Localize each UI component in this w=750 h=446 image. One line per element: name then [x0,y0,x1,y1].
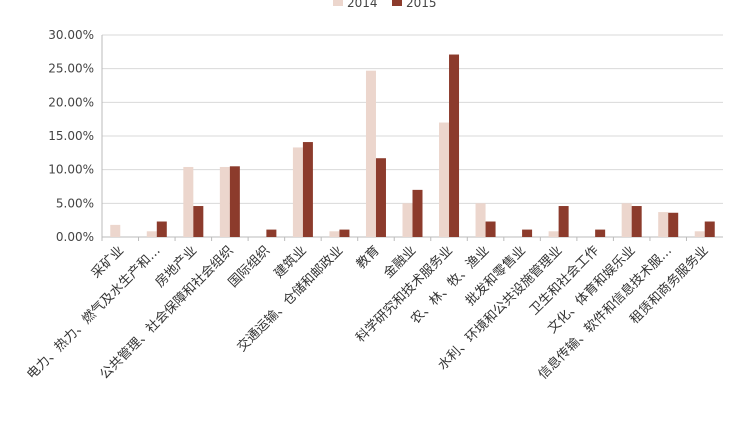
x-tick-label: 电力、热力、燃气及水生产和… [24,243,164,383]
bar-2015 [485,221,496,237]
bar-2014 [365,70,376,237]
bar-2014 [219,166,230,237]
bar-2015 [449,54,460,237]
y-tick-label: 15.00% [48,129,94,143]
bar-2014 [475,203,486,237]
bar-2015 [522,229,533,237]
y-tick-label: 25.00% [48,62,94,76]
legend: 2014 2015 [333,0,437,10]
bar-2014 [439,122,450,237]
bar-2014 [694,231,705,237]
bar-2015 [302,142,313,237]
bar-2015 [339,229,350,237]
bar-2015 [266,229,277,237]
y-tick-label: 5.00% [56,196,94,210]
bar-2015 [412,189,423,237]
bar-2015 [668,212,679,237]
bar-2014 [183,166,194,237]
bar-2014 [329,231,340,237]
bar-2015 [704,221,715,237]
bar-2015 [631,206,642,237]
bar-2015 [229,166,240,237]
y-tick-label: 0.00% [56,230,94,244]
x-tick-label: 公共管理、社会保障和社会组织 [97,243,237,383]
y-tick-label: 10.00% [48,163,94,177]
legend-label-2014: 2014 [347,0,378,10]
bar-2014 [292,147,303,237]
bar-2014 [110,224,121,237]
bar-2015 [156,221,167,237]
legend-swatch-2015 [392,0,402,6]
bar-2014 [658,212,669,237]
bar-2015 [375,158,386,237]
bar-2015 [595,229,606,237]
y-tick-label: 30.00% [48,28,94,42]
bar-2014 [621,203,632,237]
legend-label-2015: 2015 [406,0,437,10]
y-tick-label: 20.00% [48,95,94,109]
bar-2015 [193,206,204,237]
x-tick-label: 教育 [353,243,383,273]
x-tick-label: 信息传输、软件和信息技术服… [535,243,675,383]
legend-swatch-2014 [333,0,343,6]
bar-2015 [558,206,569,237]
bar-2014 [146,231,157,237]
bar-2014 [548,231,559,237]
bar-2014 [402,203,413,237]
